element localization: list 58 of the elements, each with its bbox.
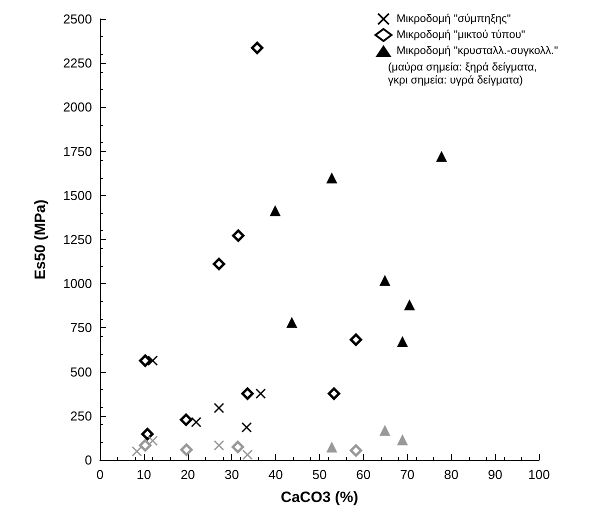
y-tick-label: 1750	[63, 144, 92, 159]
x-tick-label: 100	[528, 467, 550, 482]
point	[241, 387, 254, 400]
point	[396, 336, 408, 347]
point	[212, 258, 226, 270]
x-tick-label: 10	[136, 467, 152, 482]
x-tick-label: 70	[400, 467, 415, 482]
point	[232, 229, 245, 242]
x-tick-label: 30	[224, 467, 239, 482]
legend-label: Μικροδομή "κρυσταλλ.-συγκολλ."	[396, 45, 558, 57]
point	[350, 333, 362, 346]
x-tick-label: 60	[356, 467, 371, 482]
y-tick-label: 1250	[63, 232, 92, 247]
legend-label: Μικροδομή "μικτού τύπου"	[396, 29, 526, 41]
point	[191, 417, 202, 428]
x-tick-label: 50	[312, 467, 327, 482]
point	[286, 316, 298, 328]
y-tick-label: 1500	[63, 188, 92, 203]
point	[436, 150, 448, 162]
point	[180, 444, 193, 456]
y-tick-label: 0	[84, 452, 92, 468]
point	[132, 446, 142, 456]
point	[326, 172, 338, 184]
point	[270, 205, 281, 216]
point	[242, 422, 252, 432]
x-tick-label: 40	[268, 467, 283, 482]
annotation: (μαύρα σημεία: ξηρά δείγματα, γκρι σημεία: υγρά δείγματα)	[388, 62, 538, 86]
x-axis-title: CaCO3 (%)	[280, 489, 358, 506]
point	[242, 450, 253, 460]
point	[379, 274, 390, 286]
legend-label: Μικροδομή "σύμπηξης"	[396, 13, 511, 25]
y-tick-label: 2000	[63, 100, 92, 115]
point	[232, 440, 244, 454]
y-tick-label: 250	[70, 408, 92, 424]
point	[404, 299, 415, 310]
x-tick-label: 90	[488, 467, 502, 482]
point	[379, 424, 390, 436]
x-tick-label: 20	[180, 467, 196, 482]
point	[214, 402, 224, 413]
point	[138, 354, 152, 367]
y-tick-label: 750	[70, 320, 92, 336]
y-tick-label: 2250	[63, 56, 92, 71]
y-axis-title: Es50 (MPa)	[32, 199, 49, 280]
point	[141, 428, 154, 440]
y-tick-label: 2500	[63, 12, 92, 26]
point	[180, 414, 192, 426]
x-tick-label: 0	[96, 467, 104, 482]
x-tick-label: 80	[444, 467, 458, 482]
point	[350, 444, 362, 457]
point	[326, 441, 338, 452]
point	[214, 440, 224, 450]
point	[256, 388, 266, 399]
point	[396, 434, 408, 446]
y-tick-label: 500	[70, 364, 92, 380]
y-tick-label: 1000	[63, 276, 92, 292]
point	[328, 387, 340, 400]
point	[250, 42, 264, 54]
point	[138, 439, 152, 452]
